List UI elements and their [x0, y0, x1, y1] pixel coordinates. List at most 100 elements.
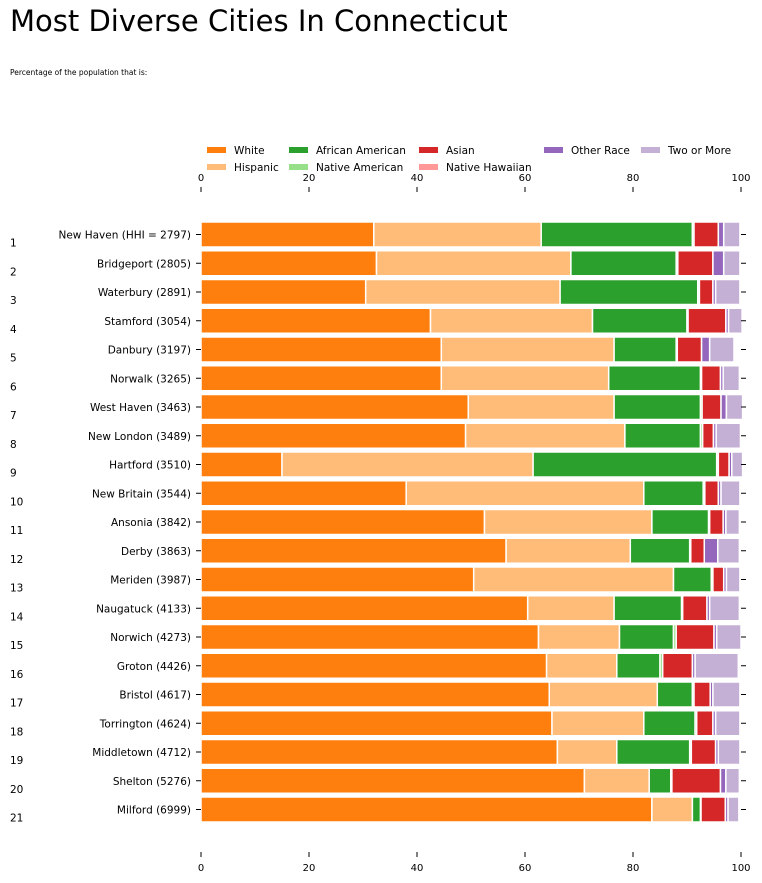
- bar-segment-1-7: [722, 250, 741, 277]
- bar-segment-2-7: [714, 278, 741, 306]
- bar-segment-18-4: [690, 738, 717, 766]
- bar-segment-6-0: [200, 393, 470, 421]
- legend-swatch-3: [289, 164, 308, 170]
- bar-segment-4-2: [613, 336, 677, 363]
- bar-segment-8-0: [200, 451, 283, 478]
- bar-segment-19-7: [725, 767, 741, 794]
- bar-segment-15-1: [545, 652, 618, 679]
- bar-segment-3-1: [429, 307, 594, 334]
- category-label-14: Norwich (4273): [110, 632, 191, 644]
- bar-segment-4-1: [440, 336, 615, 363]
- bar-segment-1-2: [570, 250, 677, 277]
- category-label-1: Bridgeport (2805): [97, 258, 191, 270]
- bar-segment-7-7: [715, 422, 742, 449]
- bar-segment-19-1: [583, 767, 650, 794]
- legend-label-6: Other Race: [571, 145, 630, 157]
- category-label-15: Groton (4426): [117, 661, 191, 673]
- bar-segment-20-0: [200, 796, 653, 823]
- rank-label-8: 9: [10, 468, 17, 480]
- bar-segment-14-1: [537, 623, 621, 651]
- bar-segment-9-1: [405, 480, 645, 507]
- rank-label-2: 3: [10, 295, 17, 307]
- bar-segment-10-4: [708, 508, 724, 536]
- bottom-tick-label-3: 60: [519, 863, 532, 874]
- legend-label-2: African American: [316, 145, 406, 157]
- bar-segment-19-0: [200, 767, 586, 794]
- bar-segment-11-2: [629, 537, 691, 564]
- bar-segment-19-4: [671, 767, 722, 794]
- category-label-11: Derby (3863): [121, 546, 191, 558]
- bar-segment-1-6: [712, 250, 725, 277]
- bar-segment-13-7: [708, 595, 741, 622]
- legend-label-1: Hispanic: [234, 162, 279, 174]
- top-tick-label-5: 100: [731, 173, 750, 184]
- bar-segment-6-7: [725, 393, 744, 421]
- bar-segment-6-1: [467, 393, 615, 421]
- legend-label-4: Asian: [446, 145, 475, 157]
- bar-segment-1-1: [375, 250, 572, 277]
- bar-segment-20-7: [727, 796, 740, 823]
- category-label-9: New Britain (3544): [92, 488, 191, 500]
- bar-segment-8-2: [532, 451, 718, 478]
- bar-segment-3-4: [687, 307, 727, 334]
- top-tick-label-2: 40: [411, 173, 424, 184]
- rank-label-18: 19: [10, 755, 23, 767]
- top-x-axis: 0 20 40 60 80 100: [198, 173, 751, 192]
- bar-segment-6-4: [701, 393, 722, 421]
- bar-segment-7-1: [464, 422, 626, 449]
- category-label-5: Norwalk (3265): [110, 373, 191, 385]
- bar-segment-0-1: [373, 221, 542, 248]
- top-tick-label-3: 60: [519, 173, 532, 184]
- bar-segment-0-6: [717, 221, 725, 248]
- bar-segment-17-2: [643, 710, 696, 737]
- bar-segment-18-1: [556, 738, 618, 766]
- bar-segment-16-4: [693, 681, 711, 708]
- bar-segment-8-4: [717, 451, 730, 478]
- bar-segment-13-0: [200, 595, 529, 622]
- category-label-6: West Haven (3463): [90, 402, 191, 414]
- legend-swatch-6: [544, 147, 563, 153]
- bar-segment-17-4: [695, 710, 714, 737]
- bar-segment-18-0: [200, 738, 559, 766]
- category-label-12: Meriden (3987): [110, 575, 191, 587]
- rank-label-12: 13: [10, 583, 23, 595]
- bar-segment-7-2: [624, 422, 702, 449]
- bar-segment-4-4: [676, 336, 703, 363]
- bar-segment-12-1: [472, 566, 675, 593]
- bar-segment-5-1: [440, 365, 610, 392]
- bar-segment-18-2: [616, 738, 691, 766]
- bar-segment-3-2: [591, 307, 688, 334]
- bar-segment-19-2: [648, 767, 672, 794]
- bar-segment-14-4: [675, 623, 715, 651]
- bar-segment-5-4: [700, 365, 722, 392]
- bar-segment-11-6: [703, 537, 719, 564]
- legend-swatch-7: [641, 147, 660, 153]
- legend-label-7: Two or More: [667, 145, 731, 157]
- bar-segment-7-4: [701, 422, 715, 449]
- bar-segment-14-0: [200, 623, 540, 651]
- chart-title: Most Diverse Cities In Connecticut: [10, 4, 508, 38]
- category-label-13: Naugatuck (4133): [96, 603, 191, 615]
- bar-segment-10-1: [483, 508, 653, 536]
- category-label-7: New London (3489): [88, 431, 191, 443]
- bar-segment-7-0: [200, 422, 467, 449]
- bottom-tick-label-0: 0: [198, 863, 204, 874]
- legend-swatch-4: [419, 147, 438, 153]
- bar-segment-3-7: [727, 307, 743, 334]
- bar-segment-6-2: [613, 393, 702, 421]
- bar-segment-12-2: [672, 566, 713, 593]
- bar-segment-16-7: [712, 681, 741, 708]
- bar-segment-1-4: [677, 250, 714, 277]
- rank-label-9: 10: [10, 496, 23, 508]
- legend-label-3: Native American: [316, 162, 403, 174]
- bar-segment-11-0: [200, 537, 507, 564]
- bar-segment-11-1: [505, 537, 632, 564]
- category-label-3: Stamford (3054): [104, 316, 191, 328]
- category-labels: New Haven (HHI = 2797) Bridgeport (2805) W…: [58, 230, 201, 817]
- bar-segment-4-6: [700, 336, 711, 363]
- bar-segment-17-0: [200, 710, 553, 737]
- bar-segment-17-1: [551, 710, 645, 737]
- bar-segment-9-4: [704, 480, 720, 507]
- right-ticks: [741, 234, 746, 810]
